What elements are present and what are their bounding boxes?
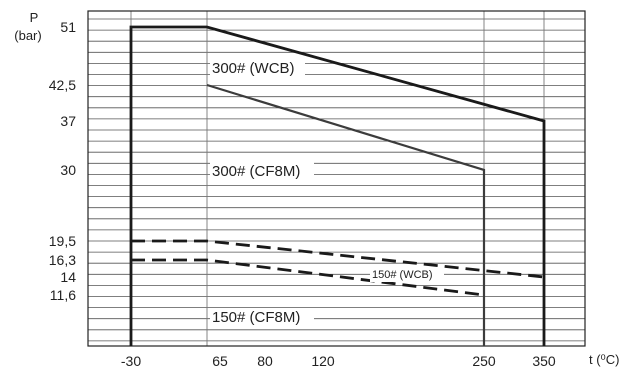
series-annotation: 150# (WCB) bbox=[372, 269, 433, 281]
x-tick-label: 350 bbox=[532, 353, 556, 369]
chart-vertical-grid bbox=[130, 11, 545, 346]
x-tick-labels: -30 65 80 120 250 350 bbox=[121, 353, 556, 369]
y-tick-label: 30 bbox=[60, 162, 76, 178]
x-tick-label: 80 bbox=[257, 353, 273, 369]
y-tick-label: 51 bbox=[60, 19, 76, 35]
plot-frame bbox=[87, 10, 586, 347]
y-tick-label: 16,3 bbox=[49, 252, 76, 268]
y-tick-label: 14 bbox=[60, 269, 76, 285]
series-annotation: 300# (WCB) bbox=[212, 60, 295, 77]
series-line-2 bbox=[206, 83, 486, 346]
annotation-box bbox=[210, 162, 314, 180]
y-tick-label: 37 bbox=[60, 113, 76, 129]
series-line-4 bbox=[131, 258, 485, 297]
x-tick-label: -30 bbox=[121, 353, 141, 369]
y-axis-title: P bbox=[30, 10, 39, 25]
series-line-1 bbox=[129, 25, 546, 346]
series-line-3 bbox=[131, 239, 545, 279]
x-tick-label: 65 bbox=[212, 353, 228, 369]
series-layer bbox=[129, 25, 546, 346]
series-annotation: 300# (CF8M) bbox=[212, 163, 300, 180]
x-tick-label: 250 bbox=[472, 353, 496, 369]
x-axis-title: t (⁰C) bbox=[589, 352, 619, 367]
y-tick-labels: 51 42,5 37 30 19,5 16,314 11,6 bbox=[49, 19, 76, 303]
annotation-box bbox=[210, 308, 314, 326]
y-tick-label: 11,6 bbox=[50, 287, 76, 303]
series-annotations: 300# (WCB) 300# (CF8M) 150# (WCB) 150# (CF8… bbox=[210, 59, 444, 326]
x-tick-label: 120 bbox=[311, 353, 335, 369]
series-annotation: 150# (CF8M) bbox=[212, 309, 300, 326]
chart-grid bbox=[88, 18, 585, 342]
annotation-box bbox=[210, 59, 305, 77]
y-axis-unit: (bar) bbox=[14, 28, 41, 43]
y-tick-label: 19,5 bbox=[49, 233, 76, 249]
annotation-box bbox=[370, 268, 444, 282]
y-tick-label: 42,5 bbox=[49, 77, 76, 93]
